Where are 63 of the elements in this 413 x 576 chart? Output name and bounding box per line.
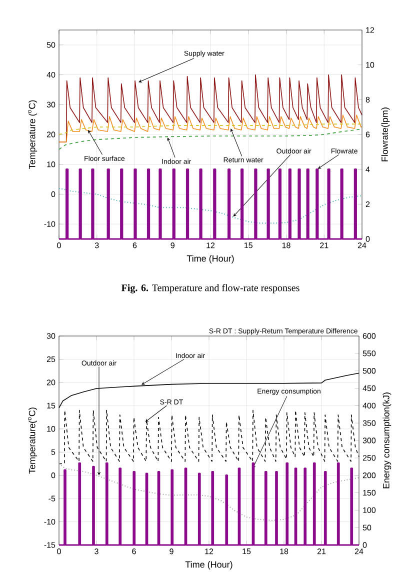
- y2-axis-title: Energy consumption(kJ): [382, 392, 392, 488]
- x-tick-label: 18: [282, 242, 290, 248]
- x-axis-title: Time (Hour): [185, 561, 232, 570]
- y-tick-label: 0: [51, 472, 56, 478]
- y-tick-label: -5: [48, 496, 56, 502]
- x-tick-label: 6: [132, 242, 137, 248]
- y2-tick-label: 300: [362, 438, 376, 444]
- y-tick-label: 50: [46, 42, 56, 48]
- y2-tick-label: 8: [366, 96, 370, 102]
- y2-tick-label: 50: [362, 524, 372, 530]
- y2-tick-label: 250: [362, 455, 376, 461]
- y-tick-label: 15: [47, 402, 56, 408]
- x-tick-label: 21: [317, 548, 326, 554]
- y2-tick-label: 10: [366, 62, 374, 68]
- y-tick-label: 30: [46, 102, 56, 108]
- y2-tick-label: 2: [366, 201, 370, 207]
- y2-tick-label: 6: [366, 132, 370, 138]
- x-tick-label: 24: [354, 548, 364, 554]
- y-tick-label: 10: [47, 426, 56, 432]
- x-tick-label: 12: [206, 242, 215, 248]
- y-axis-title: Temperature($^{o}$C): [28, 408, 38, 474]
- y2-tick-label: 200: [362, 472, 376, 478]
- y2-tick-label: 12: [366, 27, 374, 33]
- x-tick-label: 6: [132, 548, 136, 554]
- y2-tick-label: 450: [362, 385, 376, 392]
- line-series: [58, 114, 362, 142]
- x-tick-label: 3: [94, 242, 99, 248]
- y2-tick-label: 600: [362, 333, 376, 339]
- y-tick-label: 5: [51, 449, 56, 455]
- y2-tick-label: 350: [362, 420, 376, 426]
- y2-tick-label: 400: [362, 402, 376, 408]
- y2-axis-title: Flowrate(lpm): [381, 108, 390, 162]
- x-axis-title: Time (Hour): [186, 255, 234, 264]
- y-tick-label: -15: [44, 542, 56, 548]
- y2-tick-label: 0: [366, 236, 370, 242]
- y-tick-label: -10: [44, 518, 56, 525]
- y-axis-title: Temperature ($^{o}$C): [28, 100, 38, 169]
- y2-tick-label: 4: [366, 166, 370, 172]
- x-tick-label: 9: [170, 548, 174, 554]
- x-tick-label: 15: [242, 548, 251, 554]
- y2-tick-label: 100: [363, 507, 376, 513]
- x-tick-label: 18: [280, 548, 288, 554]
- x-tick-label: 21: [320, 242, 328, 248]
- y-tick-label: 25: [46, 356, 56, 362]
- x-tick-label: 0: [57, 242, 61, 248]
- y-tick-label: 10: [47, 162, 56, 168]
- y2-tick-label: 550: [362, 350, 376, 356]
- y-tick-label: 0: [51, 191, 56, 198]
- y-tick-label: 40: [46, 72, 56, 78]
- y2-tick-label: 0: [362, 542, 367, 548]
- y2-tick-label: 500: [362, 368, 376, 374]
- x-tick-label: 12: [205, 548, 214, 554]
- y-tick-label: -10: [44, 221, 56, 227]
- y2-tick-label: 150: [363, 490, 376, 496]
- text: Fig. 6. Temperature and flow-rate responses: [121, 284, 300, 294]
- x-tick-label: 15: [244, 242, 252, 248]
- x-tick-label: 9: [170, 242, 174, 248]
- y-tick-label: 30: [46, 333, 56, 339]
- x-tick-label: 24: [358, 242, 366, 248]
- x-tick-label: 3: [94, 548, 98, 554]
- x-tick-label: 0: [57, 548, 61, 554]
- y-tick-label: 20: [46, 132, 56, 138]
- y-tick-label: 20: [46, 380, 56, 386]
